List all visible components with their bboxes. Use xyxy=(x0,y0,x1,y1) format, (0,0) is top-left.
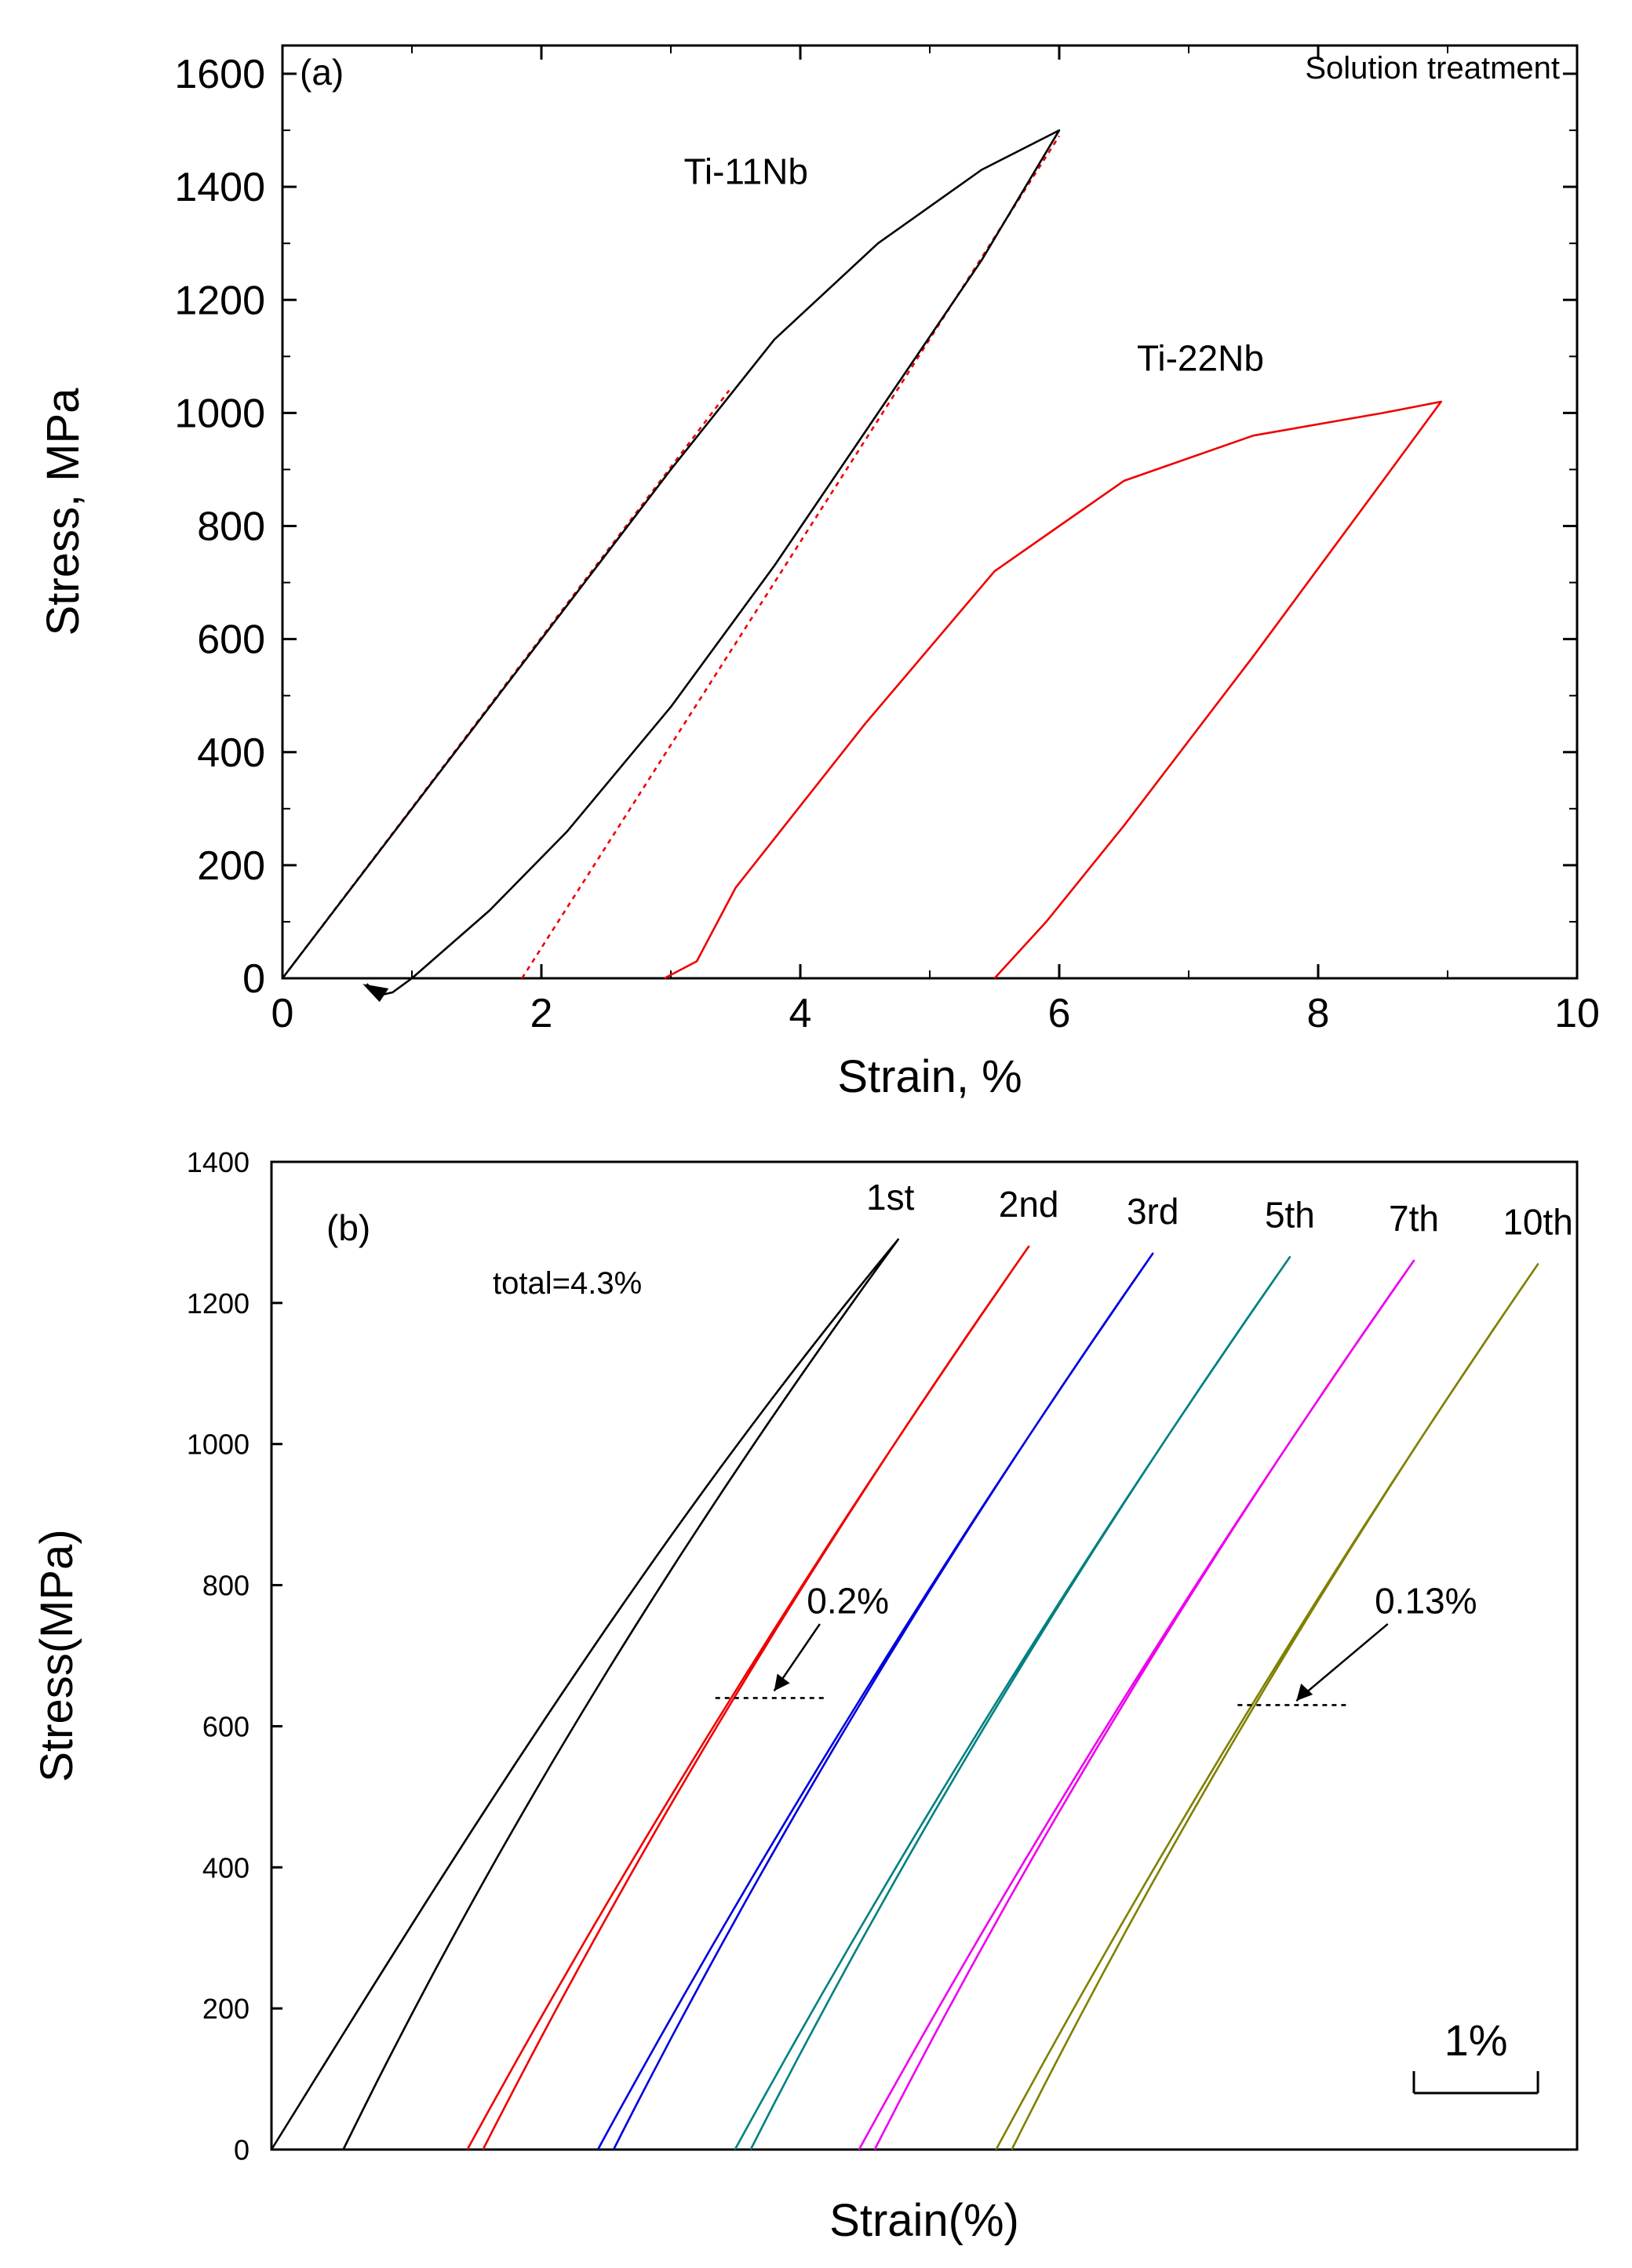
y-tick-label: 200 xyxy=(197,843,265,889)
y-tick-label: 800 xyxy=(197,504,265,550)
y-tick-label: 1600 xyxy=(174,52,265,97)
y-tick-label: 800 xyxy=(202,1570,250,1602)
scale-bar xyxy=(1412,2071,1539,2095)
y-tick-label: 1400 xyxy=(187,1146,250,1178)
residual-arrowhead-10th xyxy=(1296,1684,1313,1702)
residual-arrow-10th xyxy=(1295,1623,1389,1702)
panel-b-series-labels: 1st 2nd 3rd 5th 7th 10th xyxy=(866,1177,1573,1242)
panel-a-x-axis-title: Strain, % xyxy=(837,1051,1022,1102)
residual-annotation-lines xyxy=(715,1623,1389,1706)
scale-bar-label: 1% xyxy=(1444,2015,1508,2065)
y-tick-label: 400 xyxy=(197,730,265,776)
residual-arrowhead-1st xyxy=(774,1673,790,1691)
y-tick-label: 1000 xyxy=(174,391,265,436)
x-tick-label: 0 xyxy=(271,991,294,1036)
y-tick-label: 600 xyxy=(202,1710,250,1742)
panel-a-plot-frame xyxy=(281,44,1579,980)
cycle-loop-10th xyxy=(995,1263,1539,2150)
residual-strain-label-1st: 0.2% xyxy=(807,1581,889,1622)
cycle-label-2nd: 2nd xyxy=(999,1184,1059,1225)
y-tick-label: 0 xyxy=(242,956,265,1002)
x-tick-label: 4 xyxy=(789,991,812,1036)
series-label-ti-11nb: Ti-11Nb xyxy=(684,151,808,192)
y-tick-label: 200 xyxy=(202,1993,250,2025)
x-tick-label: 10 xyxy=(1554,991,1600,1036)
panel-a-y-axis-title: Stress, MPa xyxy=(38,388,89,636)
series-label-ti-22nb: Ti-22Nb xyxy=(1137,337,1264,378)
y-tick-label: 1400 xyxy=(174,165,265,210)
y-tick-label: 600 xyxy=(197,617,265,663)
cycle-loop-7th xyxy=(858,1259,1415,2150)
total-strain-label: total=4.3% xyxy=(493,1266,642,1301)
series-line-ti-11nb xyxy=(281,129,1061,996)
y-tick-label: 1200 xyxy=(174,278,265,323)
cycle-loop-5th xyxy=(734,1256,1291,2150)
unloading-end-marker xyxy=(362,984,389,1003)
cycle-label-5th: 5th xyxy=(1265,1194,1315,1235)
panel-a: 0 2 4 6 8 10 0 200 400 600 800 1000 1200 1400 1600 (a)… xyxy=(38,44,1600,1102)
panel-a-curves xyxy=(281,129,1442,1003)
cycle-label-10th: 10th xyxy=(1503,1201,1573,1242)
series-line-ti-22nb xyxy=(664,400,1442,980)
cycle-label-1st: 1st xyxy=(866,1177,915,1218)
y-tick-label: 400 xyxy=(202,1851,250,1884)
panel-b: 0 200 400 600 800 1000 1200 1400 1st 2nd 3rd 5th 7t… xyxy=(31,1146,1579,2246)
x-tick-label: 2 xyxy=(530,991,553,1036)
panel-b-ticks: 0 200 400 600 800 1000 1200 1400 xyxy=(187,1146,282,2166)
cycle-loop-1st xyxy=(270,1238,899,2150)
x-tick-label: 6 xyxy=(1048,991,1071,1036)
panel-a-ticks: 0 2 4 6 8 10 0 200 400 600 800 1000 1200 1400 1600 xyxy=(174,46,1600,1036)
panel-b-plot-frame xyxy=(270,1160,1579,2151)
panel-a-title: Solution treatment xyxy=(1305,51,1560,86)
x-tick-label: 8 xyxy=(1307,991,1330,1036)
panel-a-label: (a) xyxy=(300,52,344,93)
cycle-label-7th: 7th xyxy=(1389,1198,1439,1239)
cycle-loop-2nd xyxy=(466,1245,1030,2150)
cycle-loop-3rd xyxy=(596,1252,1154,2150)
panel-b-x-axis-title: Strain(%) xyxy=(829,2195,1019,2246)
panel-b-curves xyxy=(270,1238,1539,2150)
y-tick-label: 1200 xyxy=(187,1287,250,1320)
panel-b-y-axis-title: Stress(MPa) xyxy=(31,1529,82,1782)
panel-b-label: (b) xyxy=(326,1207,370,1248)
cycle-label-3rd: 3rd xyxy=(1127,1191,1178,1232)
residual-strain-label-10th: 0.13% xyxy=(1375,1581,1477,1622)
y-tick-label: 1000 xyxy=(187,1429,250,1461)
y-tick-label: 0 xyxy=(234,2134,250,2166)
